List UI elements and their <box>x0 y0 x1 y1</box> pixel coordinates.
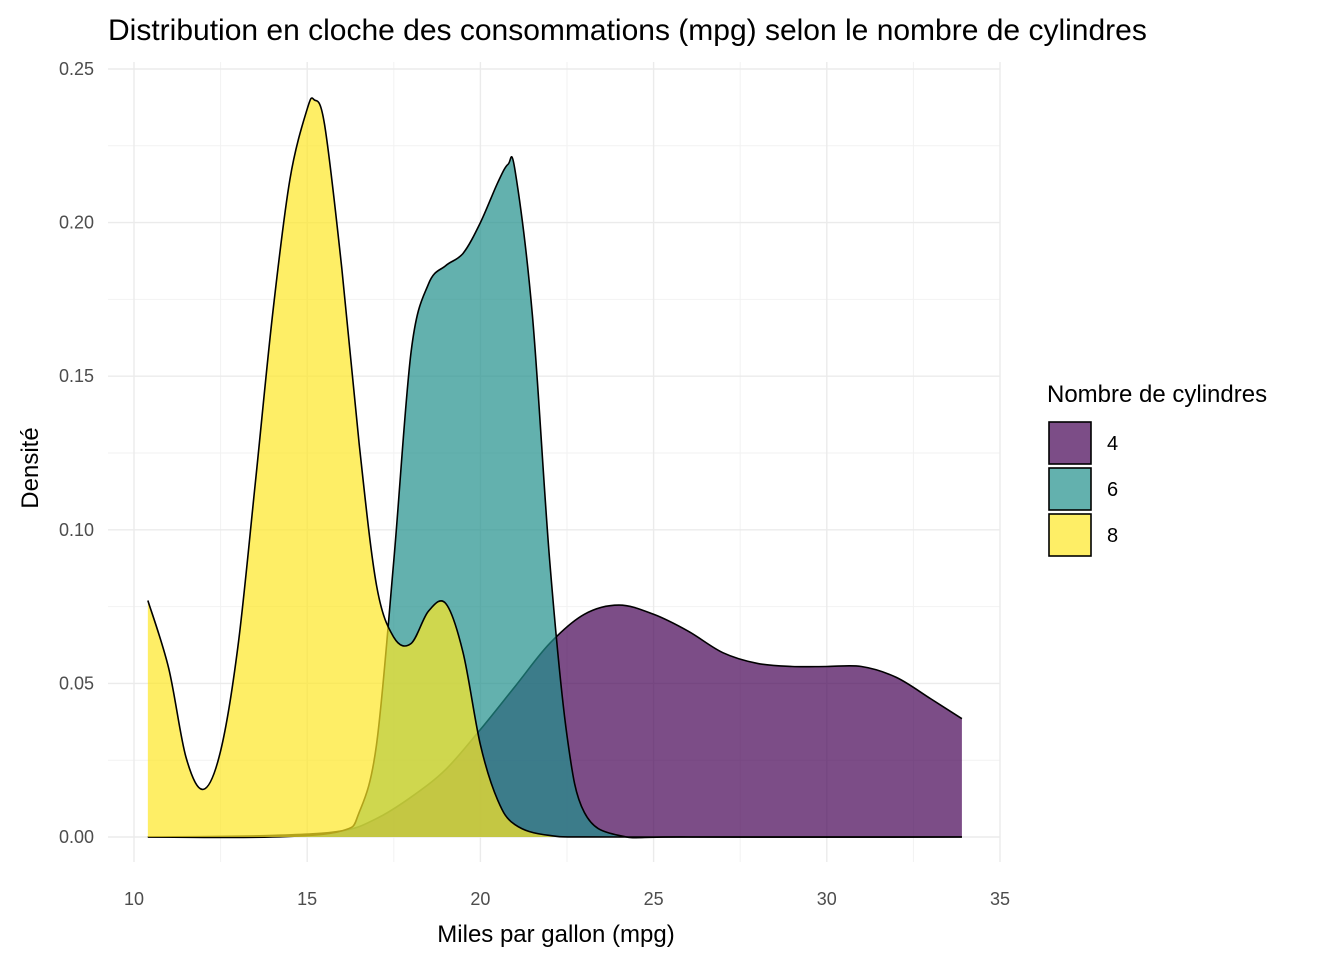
legend-title: Nombre de cylindres <box>1047 381 1267 408</box>
legend-key-6 <box>1048 467 1092 511</box>
x-axis-title: Miles par gallon (mpg) <box>437 921 674 948</box>
y-tick-label: 0.15 <box>59 366 94 386</box>
density-area-8-cyl <box>147 97 962 838</box>
x-tick-label: 10 <box>124 889 144 909</box>
y-tick-label: 0.20 <box>59 213 94 233</box>
legend-label-8: 8 <box>1107 525 1118 547</box>
legend: Nombre de cylindres 4 6 8 <box>1047 381 1267 557</box>
x-tick-label: 20 <box>470 889 490 909</box>
y-tick-label: 0.05 <box>59 673 94 693</box>
y-tick-label: 0.00 <box>59 827 94 847</box>
y-axis-title: Densité <box>17 427 44 508</box>
y-tick-label: 0.10 <box>59 520 94 540</box>
y-tick-label: 0.25 <box>59 59 94 79</box>
x-tick-label: 35 <box>990 889 1010 909</box>
legend-key-8 <box>1048 513 1092 557</box>
x-tick-label: 15 <box>297 889 317 909</box>
legend-key-4 <box>1048 421 1092 465</box>
chart-title: Distribution en cloche des consommations… <box>108 14 1147 47</box>
legend-label-4: 4 <box>1107 433 1118 455</box>
density-curve-8-cyl <box>147 97 962 838</box>
density-area-6-cyl <box>147 156 962 838</box>
legend-label-6: 6 <box>1107 479 1118 501</box>
x-tick-label: 30 <box>817 889 837 909</box>
x-tick-label: 25 <box>644 889 664 909</box>
